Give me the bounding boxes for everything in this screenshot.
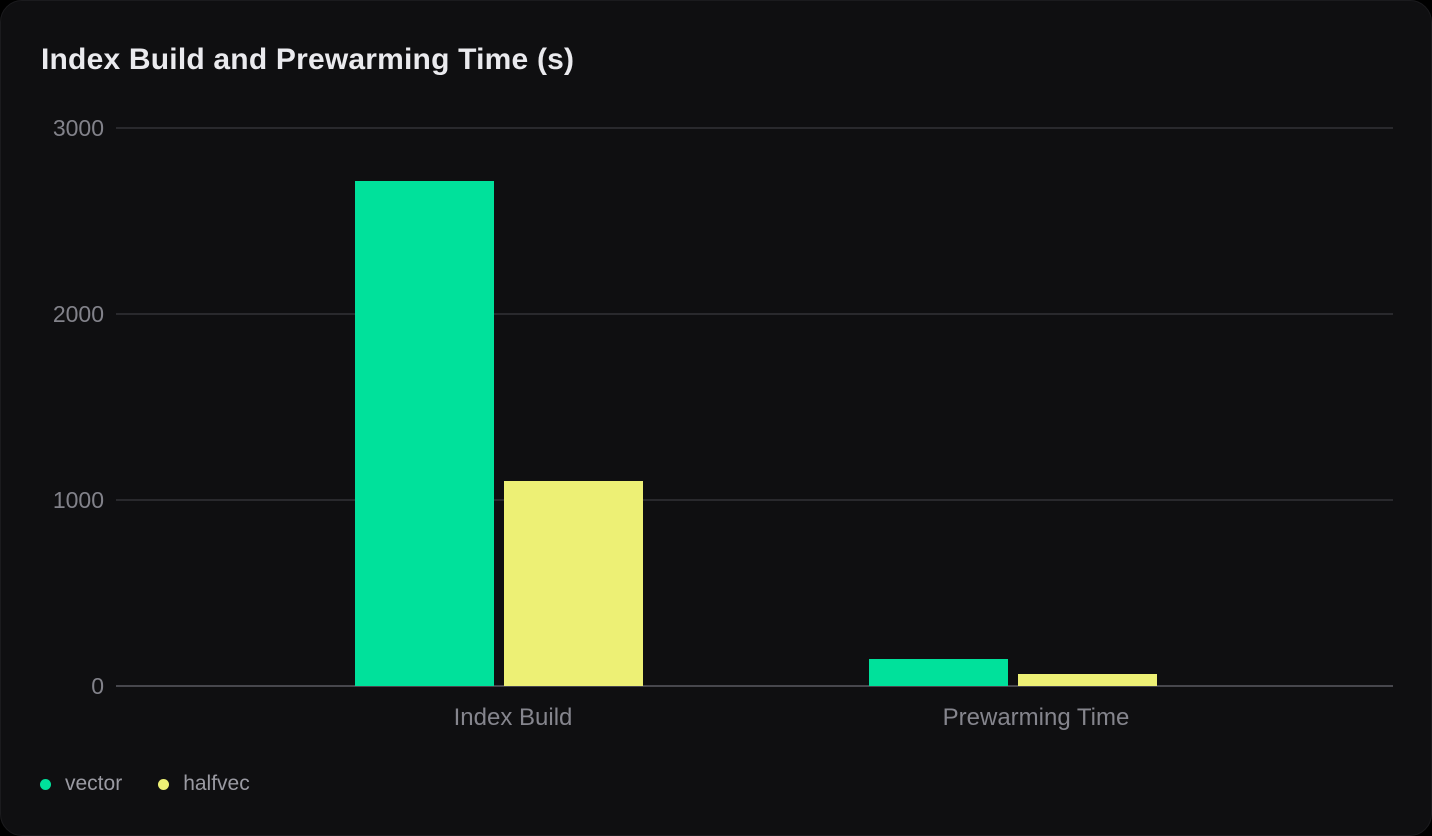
legend-dot-halfvec — [158, 778, 170, 790]
legend-item-halfvec[interactable]: halfvec — [158, 772, 250, 796]
gridline-0 — [116, 685, 1393, 687]
chart-title: Index Build and Prewarming Time (s) — [41, 43, 575, 76]
bar-vector-index-build[interactable] — [355, 181, 494, 686]
gridline-2000 — [116, 313, 1393, 315]
legend-item-vector[interactable]: vector — [40, 772, 122, 796]
legend: vector halfvec — [40, 772, 250, 796]
bar-halfvec-prewarming-time[interactable] — [1018, 674, 1157, 686]
legend-label-halfvec: halfvec — [183, 772, 250, 795]
x-label-index-build: Index Build — [453, 704, 573, 731]
gridline-1000 — [116, 499, 1393, 501]
bar-halfvec-index-build[interactable] — [504, 481, 643, 686]
bar-vector-prewarming-time[interactable] — [869, 659, 1008, 686]
y-tick-label-3000: 3000 — [52, 115, 104, 141]
gridline-3000 — [116, 127, 1393, 129]
y-tick-label-0: 0 — [91, 673, 104, 699]
x-label-prewarming-time: Prewarming Time — [942, 704, 1130, 731]
y-tick-label-1000: 1000 — [52, 487, 104, 513]
y-tick-label-2000: 2000 — [52, 301, 104, 327]
legend-label-vector: vector — [65, 772, 123, 795]
legend-dot-vector — [40, 778, 51, 790]
